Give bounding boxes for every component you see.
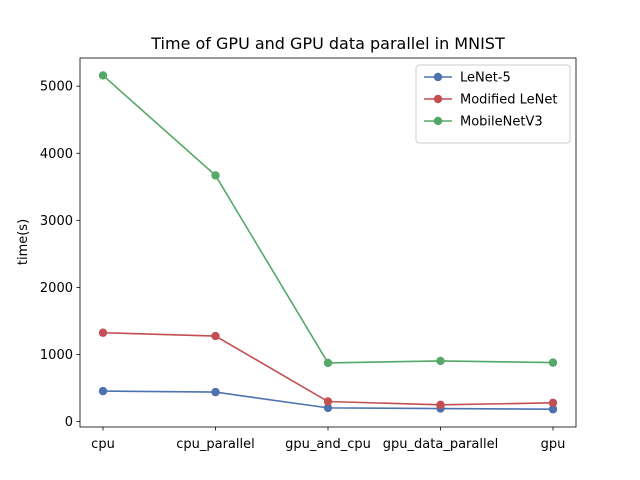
data-point xyxy=(436,356,445,366)
x-tick-label: gpu_data_parallel xyxy=(383,437,498,452)
x-tick-label: cpu xyxy=(91,437,115,452)
chart-title: Time of GPU and GPU data parallel in MNI… xyxy=(150,34,505,53)
plot-area: 0 1000 2000 3000 4000 5000 cpu cpu_parallel gpu_… xyxy=(40,57,577,452)
data-point xyxy=(436,400,445,410)
legend-label: MobileNetV3 xyxy=(460,115,543,130)
legend-label: LeNet-5 xyxy=(460,71,511,86)
data-point xyxy=(211,387,220,397)
data-point xyxy=(323,358,333,368)
y-tick-label: 1000 xyxy=(40,348,73,363)
y-tick-label: 2000 xyxy=(40,281,73,296)
data-point xyxy=(548,398,558,408)
x-tick-label: gpu xyxy=(541,437,566,452)
data-point xyxy=(98,71,108,80)
legend-marker xyxy=(433,116,443,126)
y-tick-label: 0 xyxy=(65,415,73,430)
x-tick-label: cpu_parallel xyxy=(176,437,255,452)
data-point xyxy=(98,386,108,396)
series-line-1 xyxy=(102,331,554,406)
x-tick-label: gpu_and_cpu xyxy=(285,437,371,452)
legend-label: Modified LeNet xyxy=(460,93,557,108)
data-point xyxy=(548,405,558,414)
legend-marker xyxy=(433,72,443,82)
data-point xyxy=(548,358,558,367)
legend: LeNet-5 Modified LeNet MobileNetV3 xyxy=(415,64,571,144)
data-point xyxy=(211,171,220,180)
data-point xyxy=(211,331,220,341)
legend-box xyxy=(415,64,571,144)
data-point xyxy=(323,397,333,406)
data-point xyxy=(98,328,108,337)
y-tick-label: 5000 xyxy=(40,80,73,95)
y-tick-label: 4000 xyxy=(40,147,73,162)
y-axis-label: time(s) xyxy=(16,219,31,265)
y-tick-label: 3000 xyxy=(40,214,73,229)
data-point xyxy=(323,403,333,413)
legend-marker xyxy=(433,94,443,104)
